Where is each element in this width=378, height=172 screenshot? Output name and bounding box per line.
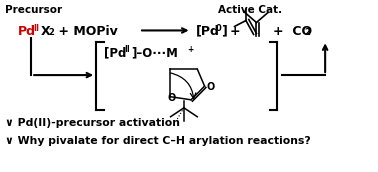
Text: +: +	[188, 45, 194, 54]
Text: II: II	[33, 24, 39, 33]
Text: 2: 2	[304, 29, 310, 37]
Text: +  CO: + CO	[273, 24, 312, 37]
Text: Pd: Pd	[18, 24, 36, 37]
Text: Precursor: Precursor	[5, 5, 63, 15]
Text: II: II	[125, 45, 130, 54]
Text: 2: 2	[48, 29, 54, 37]
Text: Active Cat.: Active Cat.	[218, 5, 282, 15]
Text: X: X	[41, 24, 50, 37]
Text: [Pd: [Pd	[196, 24, 220, 37]
Text: O: O	[167, 93, 176, 103]
Text: 0: 0	[215, 24, 221, 33]
Text: ∨ Pd(II)-precursor activation: ∨ Pd(II)-precursor activation	[5, 118, 180, 128]
Text: ]–O···M: ]–O···M	[132, 46, 178, 59]
Text: ]: ]	[221, 24, 227, 37]
Text: + MOPiv: + MOPiv	[54, 24, 118, 37]
Text: +: +	[230, 24, 240, 37]
Text: O: O	[206, 82, 215, 92]
Text: [Pd: [Pd	[104, 46, 126, 59]
Text: ∨ Why pivalate for direct C–H arylation reactions?: ∨ Why pivalate for direct C–H arylation …	[5, 136, 310, 146]
